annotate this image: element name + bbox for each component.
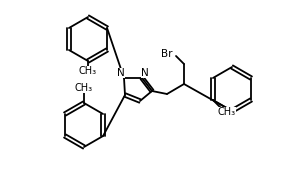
Text: Br: Br	[161, 49, 172, 59]
Text: N: N	[117, 68, 125, 78]
Text: CH₃: CH₃	[75, 83, 93, 93]
Text: CH₃: CH₃	[218, 107, 236, 117]
Text: CH₃: CH₃	[79, 66, 97, 76]
Text: N: N	[141, 68, 149, 78]
